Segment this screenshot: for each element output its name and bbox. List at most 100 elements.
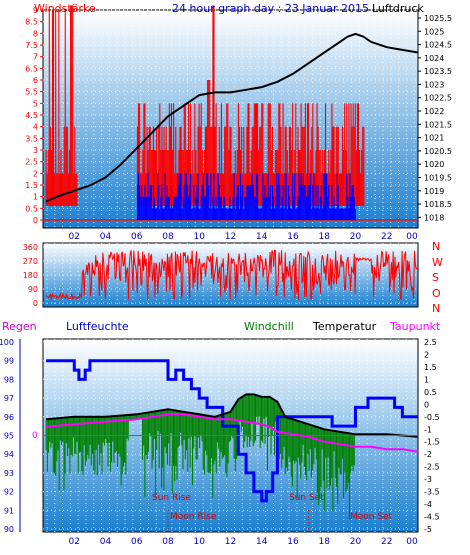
temperature-tick-label: -1 — [424, 425, 432, 434]
temperature-tick-label: -2.5 — [424, 463, 440, 472]
temperature-tick-label: 1 — [424, 375, 429, 384]
legend-regen: Regen — [2, 320, 37, 333]
x-tick-label: 12 — [225, 537, 236, 547]
temperature-tick-label: -3.5 — [424, 488, 440, 497]
x-tick-label: 16 — [287, 537, 299, 547]
pressure-tick-label: 1024.5 — [424, 41, 452, 50]
pressure-axis: 1018 1018.5 1019 1019.5 1020 1020.5 1021 1021.5… — [418, 14, 452, 222]
wind-tick-label: 0 — [33, 216, 38, 225]
compass-label-s: S — [432, 271, 439, 284]
pressure-tick-label: 1022 — [424, 107, 444, 116]
wind-axis: 0 0.5 1 1.5 2 2.5 3 3.5 4 4.5 5 5.5 6 6.5 7 7.5 8 8.5 9 — [25, 6, 43, 225]
x-tick-label: 20 — [350, 232, 362, 242]
wind-tick-label: 3 — [33, 146, 38, 155]
direction-tick-label: 270 — [23, 257, 38, 266]
moonrise-label: Moon Rise — [170, 512, 217, 522]
wind-tick-label: 9 — [33, 6, 38, 15]
direction-axis: 0 90 180 270 360 — [23, 243, 38, 308]
pressure-tick-label: 1019.5 — [424, 173, 452, 182]
temperature-axis: 2.5 2 1.5 1 0.5 0 -0.5 -1 -1.5 -2 -2.5 -3 -3.5 -4 -4.5… — [424, 338, 440, 534]
pressure-tick-label: 1020.5 — [424, 147, 452, 156]
top-x-axis: 02 04 06 08 10 12 14 16 18 20 22 00 — [69, 232, 418, 242]
x-tick-label: 22 — [381, 537, 392, 547]
compass-label-n2: N — [432, 302, 440, 315]
humidity-tick-label: 95 — [4, 432, 14, 441]
direction-tick-label: 180 — [23, 271, 38, 280]
compass-label-w: W — [432, 256, 443, 269]
wind-tick-label: 0.5 — [25, 204, 38, 213]
wind-tick-label: 2.5 — [25, 158, 38, 167]
middle-panel: 0 90 180 270 360 — [23, 242, 419, 308]
humidity-tick-label: 99 — [4, 357, 14, 366]
humidity-tick-label: 90 — [4, 525, 14, 534]
pressure-tick-label: 1025.5 — [424, 14, 452, 23]
pressure-tick-label: 1023.5 — [424, 67, 452, 76]
top-panel: 0 0.5 1 1.5 2 2.5 3 3.5 4 4.5 5 5.5 6 6.5 7 7.5 8 8.5 9 10… — [25, 5, 452, 242]
wind-tick-label: 4.5 — [25, 111, 38, 120]
humidity-tick-label: 94 — [4, 450, 14, 459]
moonset-label: Moon Set — [350, 512, 393, 522]
pressure-tick-label: 1019 — [424, 187, 444, 196]
header-right: Luftdruck — [372, 2, 424, 15]
pressure-tick-label: 1021 — [424, 134, 444, 143]
x-tick-label: 18 — [319, 537, 331, 547]
temperature-tick-label: -2 — [424, 450, 432, 459]
wind-direction-line — [45, 249, 418, 301]
pressure-tick-label: 1018.5 — [424, 200, 452, 209]
x-tick-label: 04 — [100, 232, 112, 242]
x-tick-label: 08 — [162, 537, 174, 547]
rain-zero-label: 0 — [32, 431, 38, 441]
temperature-tick-label: 2.5 — [424, 338, 437, 347]
x-tick-label: 00 — [406, 232, 418, 242]
temperature-line — [46, 393, 419, 438]
humidity-tick-label: 93 — [4, 469, 14, 478]
x-tick-label: 00 — [406, 537, 418, 547]
x-tick-label: 16 — [287, 232, 299, 242]
pressure-tick-label: 1023 — [424, 80, 444, 89]
humidity-tick-label: 92 — [4, 488, 14, 497]
wind-tick-label: 1 — [33, 193, 38, 202]
legend-luftfeuchte: Luftfeuchte — [66, 320, 129, 333]
humidity-tick-label: 91 — [4, 506, 14, 515]
wind-tick-label: 6.5 — [25, 64, 38, 73]
temperature-tick-label: -4 — [424, 500, 432, 509]
pressure-tick-label: 1020 — [424, 160, 444, 169]
compass-label-n1: N — [432, 240, 440, 253]
windchill-bars — [45, 394, 355, 520]
wind-tick-label: 5 — [33, 99, 38, 108]
pressure-tick-label: 1018 — [424, 213, 444, 222]
humidity-tick-label: 98 — [4, 375, 14, 384]
astro-events: Sun Rise Sun Set Moon Rise Moon Set — [152, 493, 393, 532]
temperature-tick-label: 0 — [424, 400, 429, 409]
legend-temperatur: Temperatur — [312, 320, 377, 333]
x-tick-label: 12 — [225, 232, 236, 242]
pressure-line — [45, 32, 419, 203]
sunrise-label: Sun Rise — [152, 493, 191, 503]
x-tick-label: 20 — [350, 537, 362, 547]
wind-tick-label: 3.5 — [25, 134, 38, 143]
x-tick-label: 14 — [256, 537, 268, 547]
x-tick-label: 08 — [162, 232, 174, 242]
humidity-tick-label: 96 — [4, 413, 14, 422]
x-tick-label: 18 — [319, 232, 331, 242]
x-tick-label: 06 — [131, 232, 143, 242]
bottom-x-axis: 02 04 06 08 10 12 14 16 18 20 22 00 — [69, 537, 418, 547]
wind-tick-label: 2 — [33, 169, 38, 178]
temperature-tick-label: -4.5 — [424, 513, 440, 522]
sunset-label: Sun Set — [289, 493, 324, 503]
humidity-axis: 90 91 92 93 94 95 96 97 98 99 100 — [0, 338, 21, 534]
temperature-tick-label: 0.5 — [424, 388, 437, 397]
x-tick-label: 10 — [194, 232, 206, 242]
pressure-tick-label: 1025 — [424, 27, 444, 36]
x-tick-label: 02 — [69, 537, 80, 547]
x-tick-label: 14 — [256, 232, 268, 242]
wind-tick-label: 7 — [33, 53, 38, 62]
wind-tick-label: 6 — [33, 76, 38, 85]
x-tick-label: 02 — [69, 232, 80, 242]
dewpoint-line — [46, 413, 419, 453]
pressure-tick-label: 1021.5 — [424, 120, 452, 129]
wind-tick-label: 5.5 — [25, 88, 38, 97]
humidity-tick-label: 97 — [4, 394, 14, 403]
legend: Regen Luftfeuchte Windchill Temperatur T… — [2, 320, 441, 333]
